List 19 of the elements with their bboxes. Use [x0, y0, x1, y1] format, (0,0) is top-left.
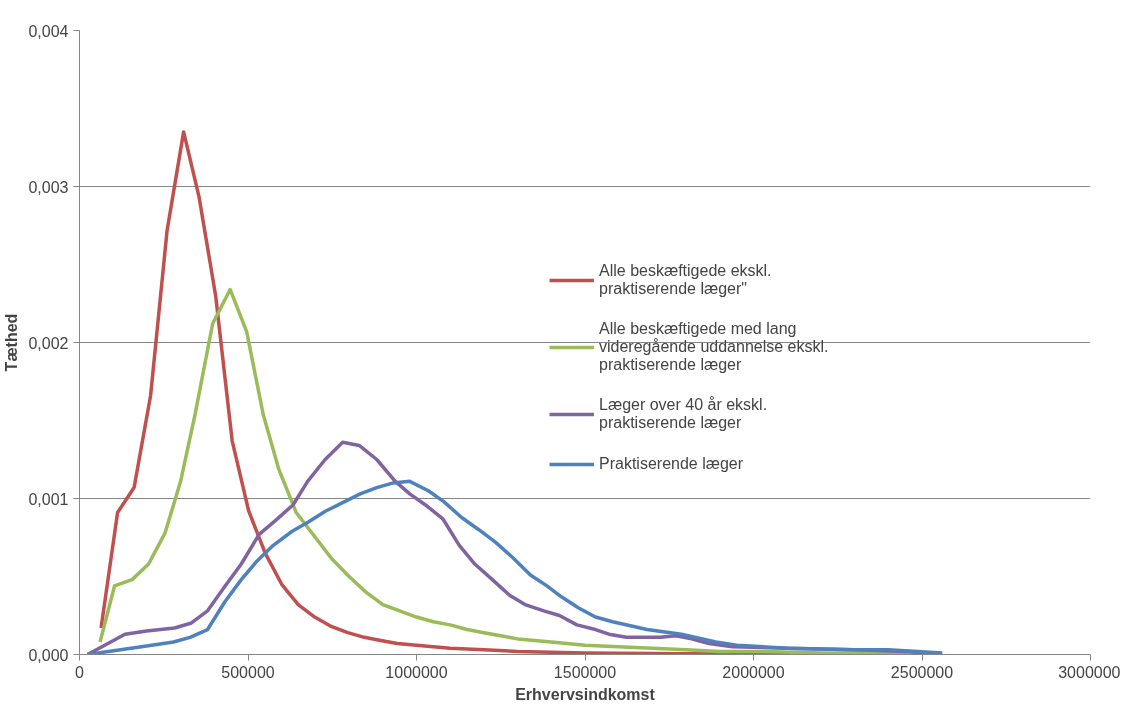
- legend-label: Læger over 40 år ekskl. praktiserende læger: [599, 396, 768, 432]
- x-tick-label: 2000000: [722, 663, 785, 681]
- x-tick-label: 1000000: [385, 663, 448, 681]
- legend-label: Alle beskæftigede ekskl. praktiserende læger": [599, 262, 772, 298]
- y-tick-label: 0,004: [28, 22, 69, 40]
- y-tick-label: 0,001: [28, 490, 69, 508]
- y-tick-label: 0,000: [28, 646, 69, 664]
- y-tick-label: 0,002: [28, 334, 69, 352]
- y-axis-title: Tæthed: [3, 313, 21, 372]
- legend-label: Alle beskæftigede med lang videregående uddannelse ekskl. praktiserende læger: [599, 320, 829, 374]
- x-tick-label: 3000000: [1058, 663, 1121, 681]
- x-tick-label: 500000: [221, 663, 275, 681]
- x-axis-title: Erhvervsindkomst: [515, 685, 656, 703]
- x-tick-label: 2500000: [890, 663, 954, 681]
- line-series: [85, 479, 944, 655]
- y-tick-label: 0,003: [28, 178, 69, 196]
- legend-label: Praktiserende læger: [599, 455, 744, 473]
- x-tick-label: 1500000: [553, 663, 617, 681]
- x-tick-label: 0: [75, 663, 85, 681]
